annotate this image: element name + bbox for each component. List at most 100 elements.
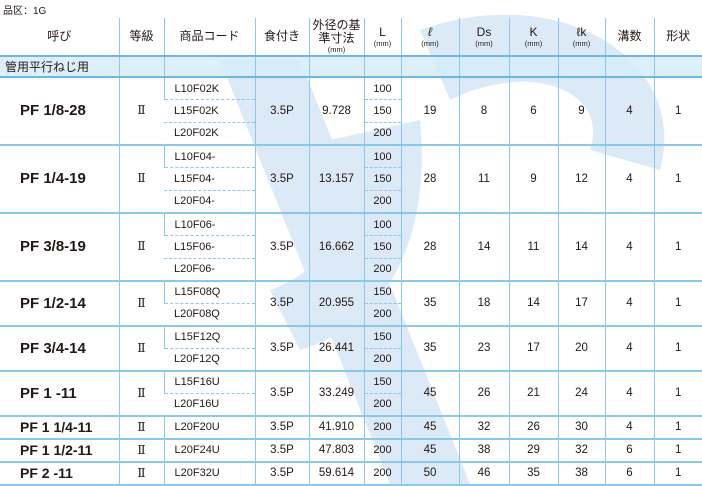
- thread-length-cell: 28: [400, 211, 459, 281]
- shape-cell: 1: [653, 437, 702, 462]
- pitch-diameter-cell: 20.955: [308, 279, 364, 326]
- header-designation: 呼び: [47, 29, 72, 43]
- shape-cell: 1: [653, 211, 702, 281]
- square-length-cell: 20: [557, 324, 605, 371]
- square-length-cell: 24: [557, 369, 605, 416]
- grade-cell: Ⅱ: [118, 414, 164, 439]
- chamfer-cell: 3.5P: [254, 211, 309, 281]
- grade-cell: Ⅱ: [118, 369, 164, 416]
- square-cell: 35: [508, 460, 558, 486]
- square-cell: 26: [508, 414, 558, 439]
- chamfer-cell: 3.5P: [254, 437, 309, 462]
- header-pitch-diameter: 外径の基準寸法 (mm): [308, 18, 364, 56]
- category-label: 品区：1G: [3, 6, 47, 17]
- grade-cell: Ⅱ: [118, 324, 164, 371]
- square-cell: 14: [508, 279, 558, 326]
- length-cell: 100: [363, 143, 401, 168]
- chamfer-cell: 3.5P: [254, 143, 309, 213]
- shape-cell: 1: [653, 414, 702, 439]
- length-cell: 100: [363, 211, 401, 236]
- unit-label: (mm): [421, 38, 439, 48]
- thread-length-cell: 45: [400, 369, 459, 416]
- header-l-label: ℓ: [428, 24, 432, 39]
- shank-diameter-cell: 32: [458, 414, 509, 439]
- flutes-cell: 4: [604, 143, 654, 213]
- header-Ds: Ds (mm): [458, 18, 509, 56]
- flutes-cell: 6: [604, 460, 654, 486]
- header-K: K (mm): [508, 18, 558, 56]
- shank-diameter-cell: 14: [458, 211, 509, 281]
- product-code-cell: L20F20U: [163, 414, 255, 439]
- length-cell: 200: [363, 437, 401, 462]
- length-cell: 200: [363, 460, 401, 486]
- shape-cell: 1: [653, 369, 702, 416]
- table-row: PF 1 1/4-11 Ⅱ L20F20U 3.5P 41.910 200 45 32 26 30…: [0, 414, 702, 439]
- header-product-code: 商品コード: [163, 18, 255, 56]
- header-Ds-label: Ds: [476, 24, 492, 39]
- square-length-cell: 9: [557, 76, 605, 145]
- grade-cell: Ⅱ: [118, 437, 164, 462]
- flutes-cell: 4: [604, 76, 654, 145]
- designation-cell: PF 2 -11: [0, 460, 119, 486]
- section-row: 管用平行ねじ用: [0, 55, 702, 78]
- pitch-diameter-cell: 9.728: [308, 76, 364, 145]
- product-code-cell: L15F02K: [164, 99, 255, 123]
- grade-cell: Ⅱ: [118, 279, 164, 326]
- chamfer-cell: 3.5P: [254, 460, 309, 486]
- product-code-cell: L20F16U: [164, 392, 255, 416]
- header-K-label: K: [529, 24, 538, 39]
- length-cell: 200: [363, 414, 401, 439]
- pitch-diameter-cell: 26.441: [308, 324, 364, 371]
- table-row: PF 1 -11 Ⅱ L15F16U 3.5P 33.249 150 45 26 21 24 4 1: [0, 369, 702, 416]
- designation-cell: PF 1 1/2-11: [0, 437, 119, 462]
- shape-cell: 1: [653, 143, 702, 213]
- thread-length-cell: 19: [400, 76, 459, 145]
- grade-cell: Ⅱ: [118, 460, 164, 486]
- length-cell: 200: [363, 347, 401, 371]
- table-row: PF 1/4-19 Ⅱ L10F04- 3.5P 13.157 100 28 11 9 12 4 1: [0, 143, 702, 213]
- length-cell: 200: [363, 121, 401, 145]
- product-code-cell: L20F06-: [164, 257, 255, 281]
- product-code-cell: L20F08Q: [164, 302, 255, 326]
- thread-length-cell: 50: [400, 460, 459, 486]
- header-L-label: L: [379, 24, 386, 39]
- pitch-diameter-cell: 47.803: [308, 437, 364, 462]
- length-cell: 150: [363, 279, 401, 304]
- length-cell: 150: [363, 324, 401, 349]
- square-cell: 11: [508, 211, 558, 281]
- section-label: 管用平行ねじ用: [0, 55, 119, 78]
- product-code-cell: L20F02K: [164, 121, 255, 145]
- shank-diameter-cell: 38: [458, 437, 509, 462]
- product-code-cell: L15F16U: [163, 369, 255, 394]
- table-row: PF 1 1/2-11 Ⅱ L20F24U 3.5P 47.803 200 45 38 29 32…: [0, 437, 702, 462]
- thread-length-cell: 45: [400, 437, 459, 462]
- designation-cell: PF 1/4-19: [0, 143, 119, 213]
- flutes-cell: 4: [604, 211, 654, 281]
- square-cell: 17: [508, 324, 558, 371]
- header-pitch-diameter-label: 外径の基準寸法: [312, 18, 361, 45]
- designation-cell: PF 1 1/4-11: [0, 414, 119, 439]
- flutes-cell: 4: [604, 369, 654, 416]
- flutes-cell: 4: [604, 324, 654, 371]
- unit-label: (mm): [524, 38, 543, 48]
- product-code-cell: L15F04-: [164, 167, 255, 191]
- grade-cell: Ⅱ: [118, 211, 164, 281]
- length-cell: 100: [363, 76, 401, 100]
- shank-diameter-cell: 18: [458, 279, 509, 326]
- thread-length-cell: 35: [400, 324, 459, 371]
- flutes-cell: 4: [604, 279, 654, 326]
- flutes-cell: 6: [604, 437, 654, 462]
- pitch-diameter-cell: 59.614: [308, 460, 364, 486]
- length-cell: 150: [363, 369, 401, 394]
- header-row: 呼び 等級 商品コード 食付き 外径の基準寸法 (mm) L (mm) ℓ (mm) …: [0, 18, 702, 56]
- product-code-cell: L20F04-: [164, 189, 255, 213]
- shank-diameter-cell: 46: [458, 460, 509, 486]
- shape-cell: 1: [653, 279, 702, 326]
- header-lk-label: ℓk: [576, 24, 587, 39]
- length-cell: 200: [363, 392, 401, 416]
- chamfer-cell: 3.5P: [254, 279, 309, 326]
- length-cell: 200: [363, 189, 401, 213]
- pitch-diameter-cell: 13.157: [308, 143, 364, 213]
- header-L: L (mm): [363, 18, 401, 56]
- shank-diameter-cell: 26: [458, 369, 509, 416]
